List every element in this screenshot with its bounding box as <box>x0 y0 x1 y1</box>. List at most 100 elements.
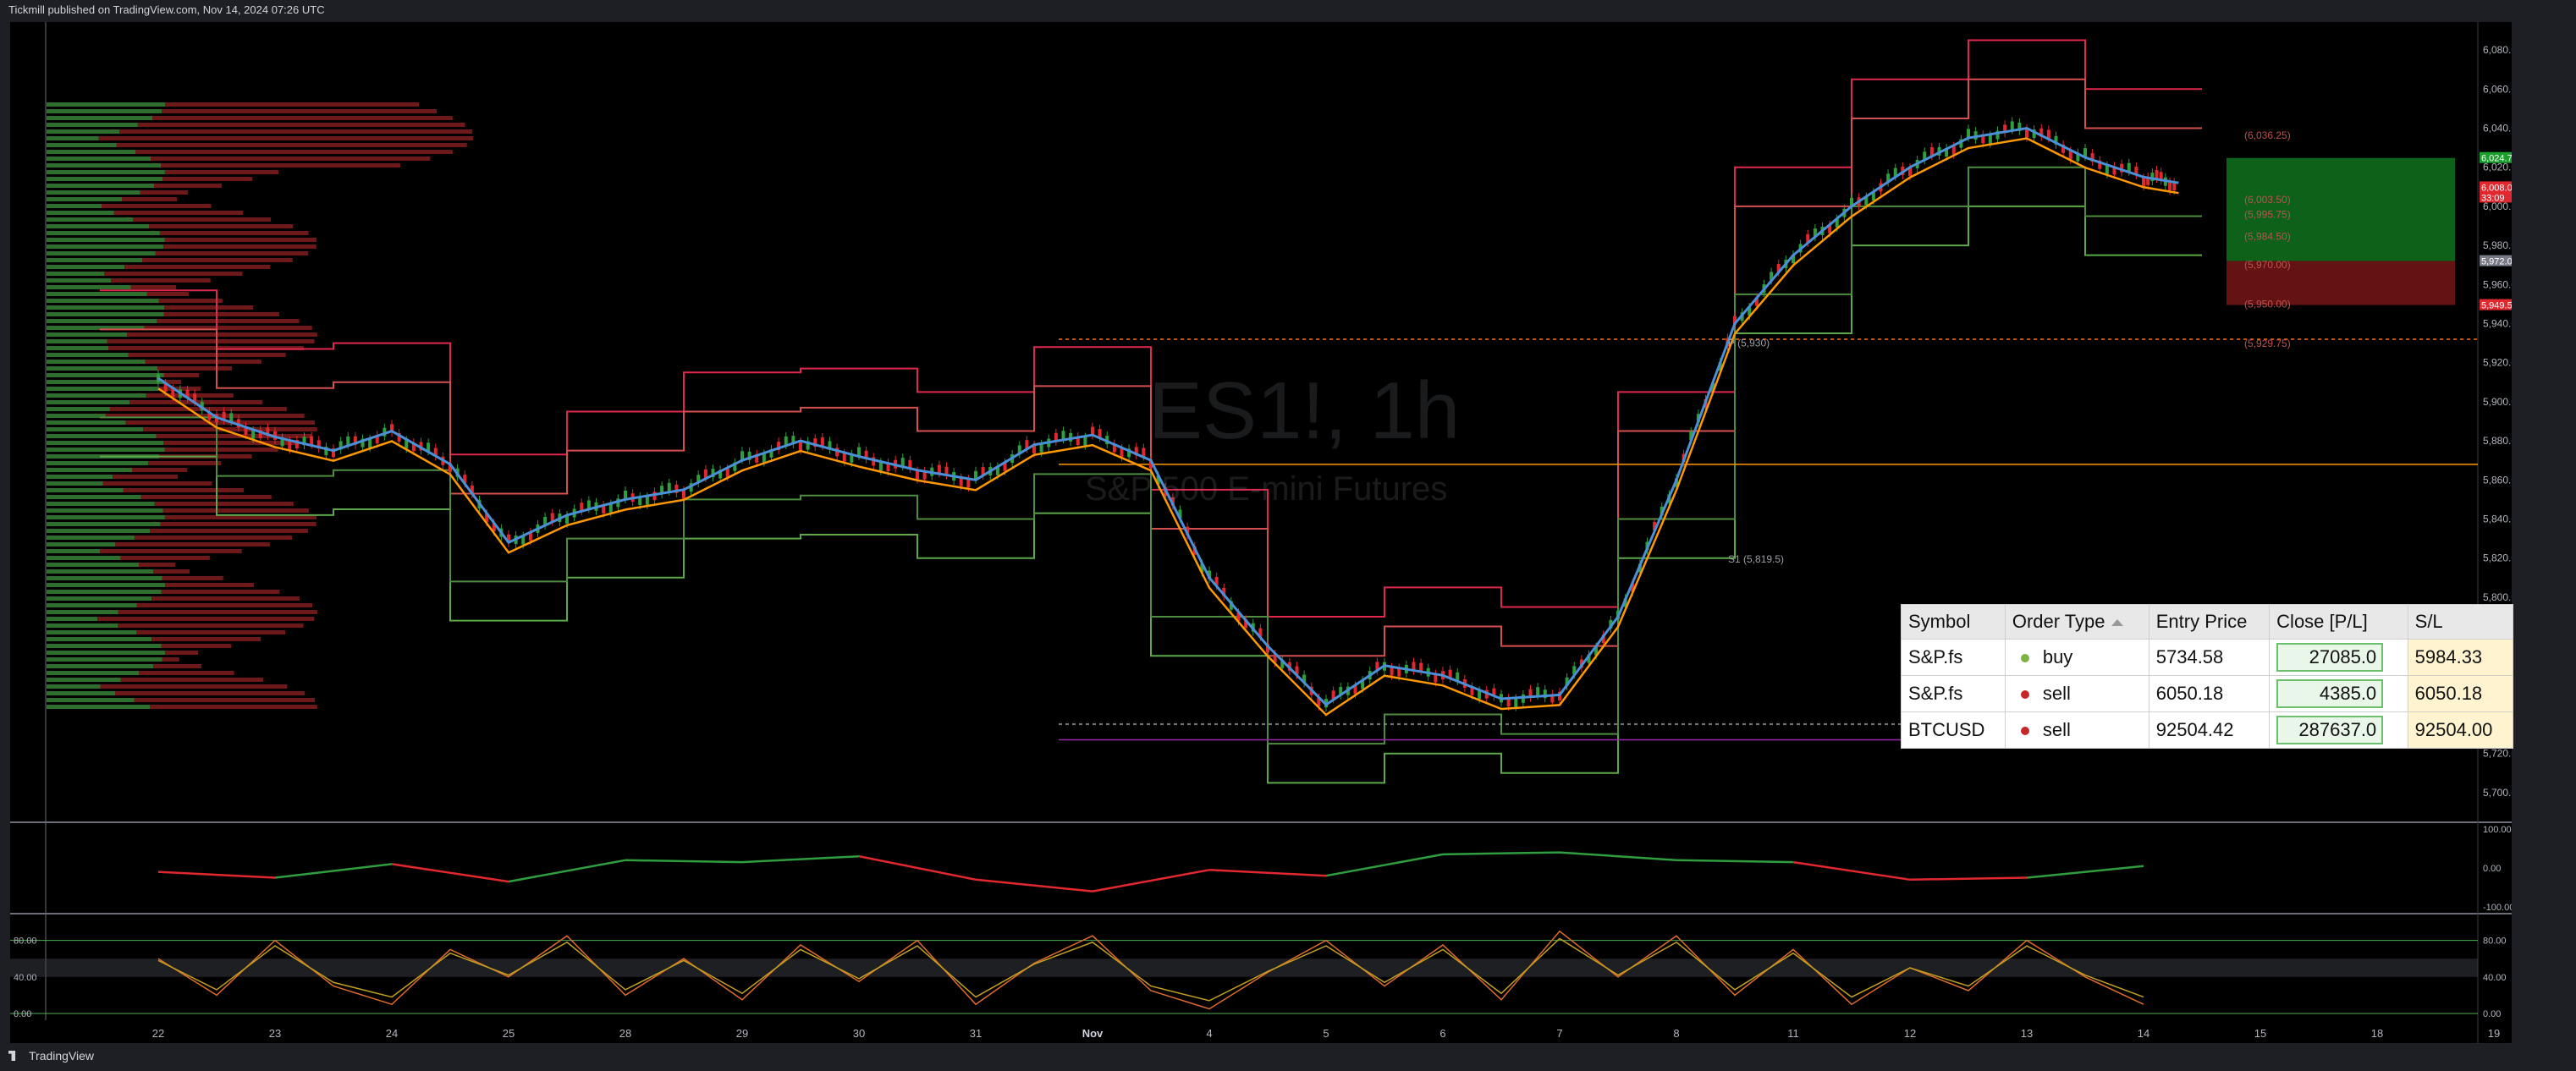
candle-body <box>1149 459 1153 469</box>
candle-body <box>586 500 591 509</box>
candle-body <box>1981 135 1985 144</box>
candle-body <box>959 477 963 486</box>
price-tick-label: 6,040.00 <box>2483 123 2512 135</box>
candle-body <box>1142 448 1146 457</box>
cci-segment <box>1208 869 1327 877</box>
profile-bar-up <box>47 427 144 431</box>
time-tick-label: 14 <box>2138 1027 2149 1040</box>
profile-bar-up <box>47 448 165 452</box>
candle-body <box>229 413 234 422</box>
col-sl[interactable]: S/L <box>2407 604 2514 640</box>
cci-tick-label: 0.00 <box>2483 864 2501 874</box>
candle-body <box>1945 148 1949 157</box>
candle-body <box>1091 426 1094 436</box>
candle-body <box>1412 662 1416 671</box>
cell-sl: 6050.18 <box>2407 675 2514 712</box>
profile-bar-up <box>47 630 137 634</box>
candle-body <box>2054 135 2058 145</box>
time-tick-label: 28 <box>619 1027 631 1040</box>
profile-bar-up <box>47 644 162 648</box>
profile-bar-down <box>153 664 201 668</box>
candle-body <box>2146 176 2150 185</box>
profile-bar-down <box>136 603 313 607</box>
chart-frame[interactable]: (6,036.25) (6,003.50) (5,995.75) (5,984.50)… <box>10 22 2514 1043</box>
table-row[interactable]: S&P.fs buy 5734.58 27085.0 5984.33 <box>1901 639 2514 676</box>
candle-body <box>1572 666 1577 675</box>
col-symbol[interactable]: Symbol <box>1901 604 2006 640</box>
price-tick-label: 5,920.00 <box>2483 357 2512 369</box>
price-tick-label: 6,080.00 <box>2483 44 2512 56</box>
price-tick-label: 6,060.00 <box>2483 83 2512 95</box>
profile-bar-down <box>164 448 278 452</box>
candle-body <box>185 389 190 398</box>
profile-bar-down <box>164 651 199 655</box>
candle-body <box>1258 628 1263 637</box>
profile-bar-up <box>47 434 157 438</box>
candle-body <box>2120 163 2124 173</box>
profile-bar-down <box>140 495 272 499</box>
candle-body <box>608 503 613 513</box>
col-entry-price[interactable]: Entry Price <box>2148 604 2271 640</box>
cci-segment <box>1676 859 1794 864</box>
candle-body <box>1711 382 1715 392</box>
candle-body <box>2090 152 2094 162</box>
profile-bar-up <box>47 258 142 262</box>
profile-bar-up <box>47 475 113 479</box>
annotation-label: (5,995.75) <box>2244 209 2291 221</box>
profile-bar-up <box>47 109 162 113</box>
candle-body <box>922 470 927 480</box>
profile-bar-down <box>135 150 453 154</box>
pl-value: 287637.0 <box>2276 716 2384 744</box>
cell-type: sell <box>2004 675 2149 712</box>
stoch-tick-label: 0.00 <box>2483 1009 2501 1019</box>
table-row[interactable]: S&P.fs sell 6050.18 4385.0 6050.18 <box>1901 675 2514 712</box>
candle-body <box>463 475 467 484</box>
sort-asc-icon[interactable] <box>2111 619 2124 627</box>
cci-segment <box>2026 865 2144 879</box>
candle-body <box>2025 129 2028 138</box>
candle-body <box>900 458 905 467</box>
candle-body <box>1828 224 1832 233</box>
profile-bar-up <box>47 414 106 418</box>
candle-body <box>791 436 795 445</box>
profile-bar-up <box>47 366 158 371</box>
candle-body <box>1967 129 1970 138</box>
candle-body <box>427 442 431 452</box>
cci-segment <box>1092 869 1210 892</box>
candle-body <box>886 463 890 472</box>
candle-body <box>1339 686 1343 695</box>
profile-bar-up <box>47 332 128 337</box>
profile-bar-up <box>47 698 135 702</box>
profile-bar-up <box>47 529 151 533</box>
profile-bar-up <box>47 549 101 553</box>
profile-bar-down <box>157 387 201 391</box>
tradingview-logo[interactable]: TradingView <box>8 1049 94 1063</box>
candle-body <box>1886 173 1891 183</box>
profile-bar-down <box>150 529 308 533</box>
profile-bar-down <box>100 684 288 689</box>
price-tick-label: 5,700.00 <box>2483 787 2512 799</box>
candle-body <box>2127 162 2131 172</box>
annotation-label: (6,036.25) <box>2244 129 2291 141</box>
candle-body <box>1587 654 1591 663</box>
candle-body <box>207 411 212 420</box>
candle-body <box>638 497 642 506</box>
profile-bar-down <box>130 285 177 289</box>
profile-bar-up <box>47 684 101 689</box>
chart-canvas[interactable]: (6,036.25) (6,003.50) (5,995.75) (5,984.50)… <box>10 22 2512 1043</box>
cell-pl: 4385.0 <box>2269 675 2408 712</box>
sell-dot-icon <box>2020 727 2029 736</box>
candle-body <box>244 426 248 435</box>
table-row[interactable]: BTCUSD sell 92504.42 287637.0 92504.00 <box>1901 711 2514 749</box>
col-close-pl[interactable]: Close [P/L] <box>2269 604 2408 640</box>
candle-body <box>711 469 715 478</box>
profile-bar-up <box>47 278 112 283</box>
col-order-type[interactable]: Order Type <box>2004 604 2149 640</box>
profile-bar-up <box>47 637 152 641</box>
candle-body <box>258 430 262 439</box>
candle-body <box>1995 130 2000 140</box>
candle-body <box>470 485 474 494</box>
profile-bar-up <box>47 190 140 195</box>
profile-bar-down <box>137 123 465 127</box>
profile-bar-up <box>47 522 161 526</box>
